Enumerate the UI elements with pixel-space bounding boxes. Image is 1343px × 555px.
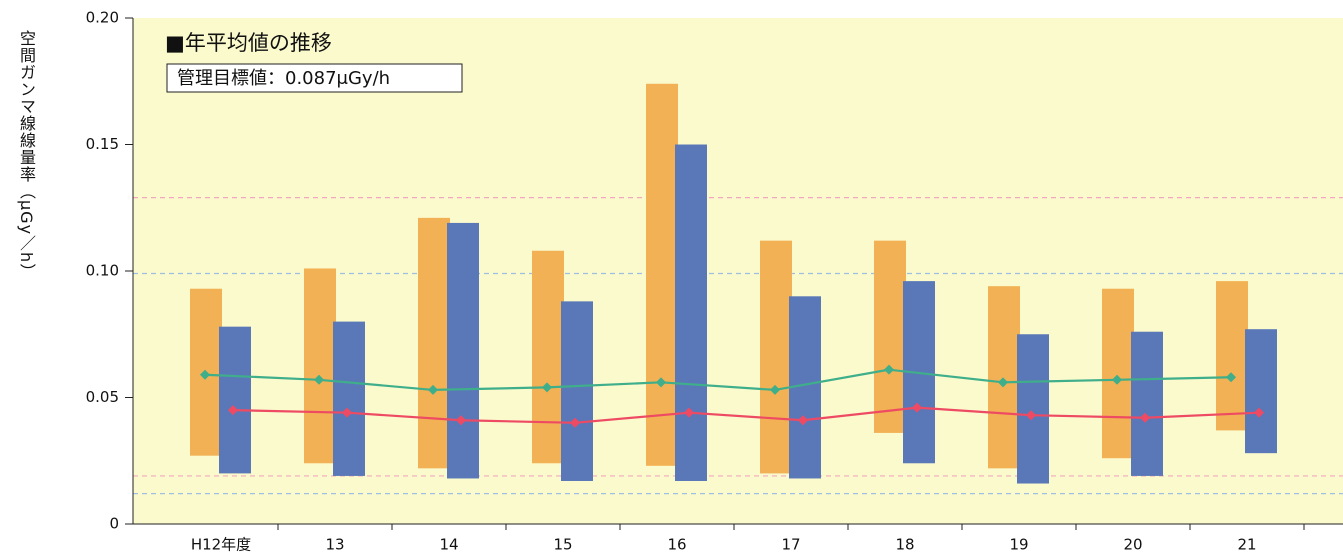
range-bar <box>1216 281 1248 431</box>
y-tick-label: 0.05 <box>86 388 119 406</box>
x-tick-label: 15 <box>553 536 572 554</box>
marker <box>228 405 238 416</box>
marker <box>428 384 438 395</box>
range-bar <box>675 144 707 481</box>
y-tick-label: 0.10 <box>86 262 119 280</box>
marker <box>1254 407 1264 418</box>
range-bar <box>760 240 792 474</box>
range-bar <box>447 222 479 479</box>
x-tick-label: 19 <box>1009 536 1028 554</box>
y-tick-label: 0.20 <box>86 9 119 27</box>
range-bar <box>532 250 564 464</box>
annotation: 管理目標値：0.087μGy/h <box>177 68 390 89</box>
x-tick-label: 13 <box>325 536 344 554</box>
y-tick-label: 0 <box>109 515 119 533</box>
marker <box>684 407 694 418</box>
range-bar <box>219 326 251 474</box>
range-bar <box>333 321 365 476</box>
x-tick-label: 21 <box>1237 536 1256 554</box>
line <box>204 368 1232 392</box>
range-bar <box>1245 329 1277 454</box>
range-bar <box>561 301 593 481</box>
annotation-box <box>166 63 463 93</box>
range-bar <box>1102 288 1134 459</box>
range-bar <box>988 286 1020 469</box>
range-bar <box>1131 331 1163 476</box>
marker <box>314 374 324 385</box>
marker <box>1112 374 1122 385</box>
x-tick-label: H12年度 <box>191 536 251 554</box>
range-bar <box>1017 334 1049 484</box>
range-bar <box>304 268 336 464</box>
x-tick-label: 20 <box>1123 536 1142 554</box>
line <box>232 406 1260 424</box>
marker <box>1140 412 1150 423</box>
marker <box>542 382 552 393</box>
marker <box>570 417 580 428</box>
x-tick-label: 17 <box>781 536 800 554</box>
chart-title: ■年平均値の推移 <box>165 31 332 55</box>
marker <box>1026 410 1036 421</box>
marker <box>912 402 922 413</box>
marker <box>200 369 210 380</box>
marker <box>770 384 780 395</box>
marker <box>998 377 1008 388</box>
range-bar <box>874 240 906 433</box>
y-tick-label: 0.15 <box>86 135 119 153</box>
range-bar <box>418 217 450 469</box>
y-axis-label: 空間ガンマ線線量率（μGy／h） <box>17 30 36 281</box>
marker <box>1226 372 1236 383</box>
range-bar <box>646 83 678 466</box>
marker <box>456 415 466 426</box>
marker <box>342 407 352 418</box>
x-tick-label: 18 <box>895 536 914 554</box>
marker <box>656 377 666 388</box>
x-tick-label: 14 <box>439 536 458 554</box>
marker <box>884 364 894 375</box>
x-tick-label: 16 <box>667 536 686 554</box>
marker <box>798 415 808 426</box>
